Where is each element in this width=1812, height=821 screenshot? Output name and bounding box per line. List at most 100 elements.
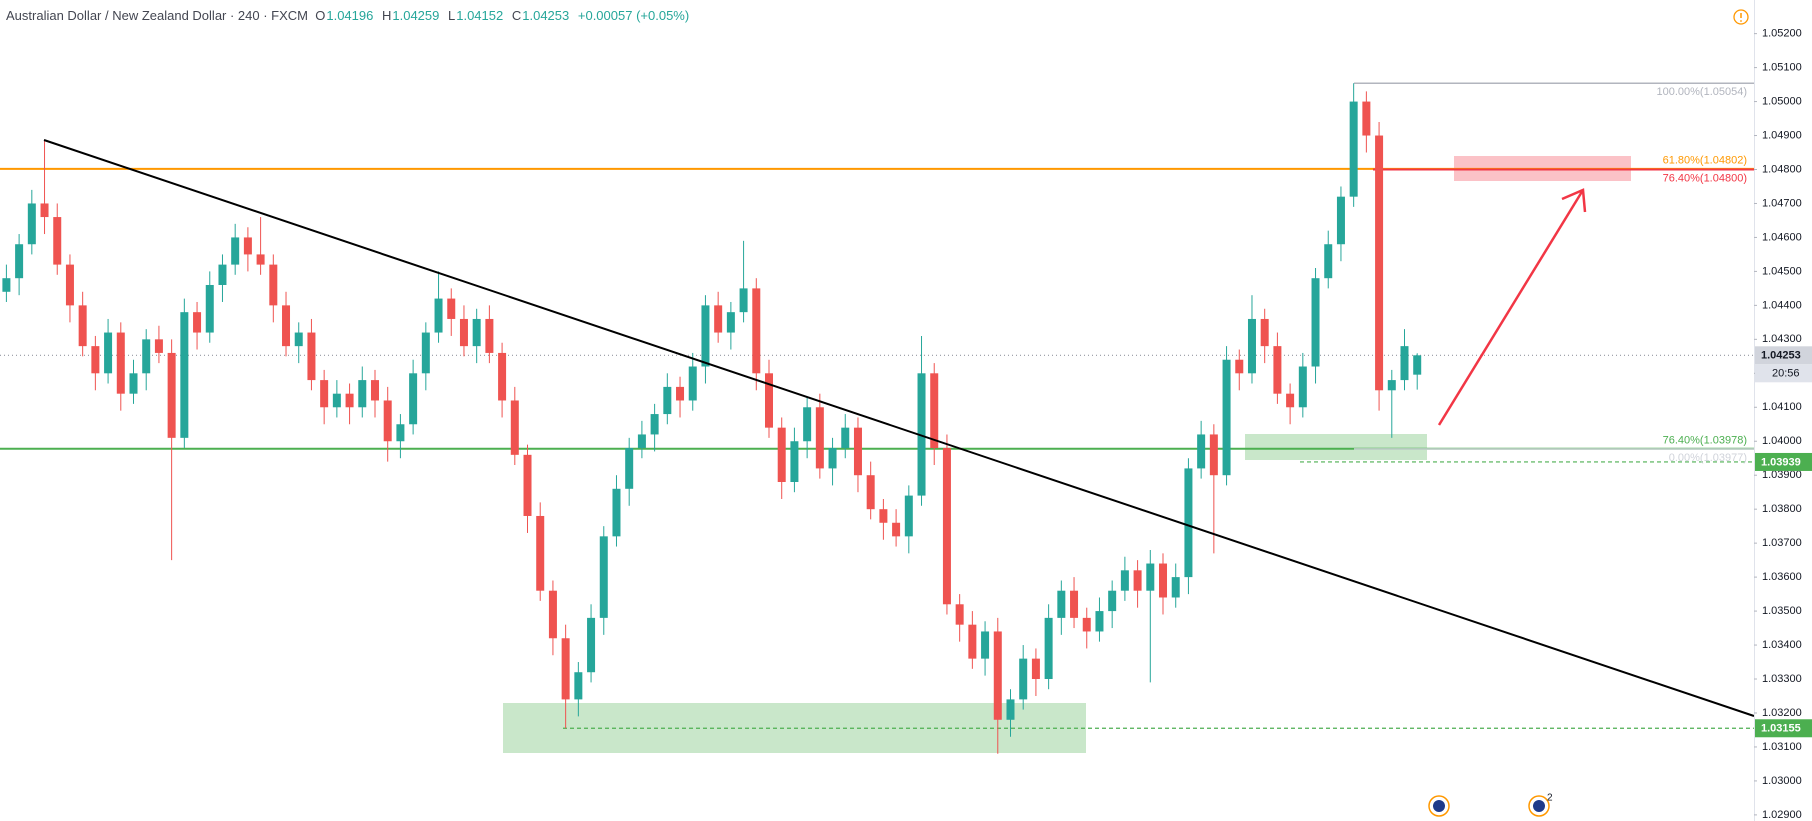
candle-body <box>993 631 1002 720</box>
candle-body <box>472 318 481 347</box>
candle-body <box>942 448 951 605</box>
candle-body <box>752 288 761 374</box>
candle-body <box>409 373 418 425</box>
candle-body <box>866 475 875 510</box>
candle-body <box>205 284 214 333</box>
candle-body <box>53 217 62 265</box>
candle-body <box>625 448 634 489</box>
candle-body <box>1349 101 1358 197</box>
y-tick-label: 1.05100 <box>1762 62 1802 74</box>
candle-body <box>15 244 24 279</box>
candle-body <box>1006 699 1015 720</box>
candle-body <box>1247 318 1256 374</box>
y-tick-label: 1.04900 <box>1762 129 1802 141</box>
candle-body <box>1235 359 1244 374</box>
candle-body <box>1044 617 1053 680</box>
price-badge <box>1755 719 1812 738</box>
y-tick-label: 1.04400 <box>1762 299 1802 311</box>
candle-body <box>447 298 456 319</box>
candle-body <box>91 346 100 374</box>
candle-body <box>78 305 87 347</box>
candle-body <box>1184 468 1193 578</box>
y-tick-label: 1.04000 <box>1762 435 1802 447</box>
candle-body <box>930 373 939 449</box>
candle-body <box>243 237 252 255</box>
ohlc-value: 1.04253 <box>522 8 570 23</box>
candle-body <box>815 407 824 469</box>
candle-body <box>193 312 202 333</box>
candle-body <box>981 631 990 659</box>
arrow-head <box>1561 188 1587 213</box>
price-badge <box>1755 346 1812 365</box>
candle-body <box>968 624 977 659</box>
candle-body <box>1019 658 1028 700</box>
candle-body <box>1311 278 1320 367</box>
candle-body <box>1171 577 1180 598</box>
candle-body <box>904 495 913 537</box>
candle-body <box>231 237 240 265</box>
candle-body <box>1324 244 1333 279</box>
candle-body <box>688 366 697 401</box>
candle-body <box>1082 617 1091 632</box>
candle-body <box>104 332 113 374</box>
arrow <box>1437 189 1585 426</box>
drawings-over <box>43 139 1755 717</box>
candle-body <box>129 373 138 394</box>
candle-body <box>1057 590 1066 618</box>
candle-body <box>1286 393 1295 408</box>
y-tick-label: 1.04800 <box>1762 163 1802 175</box>
event-icons[interactable]: 2 <box>1428 793 1553 817</box>
candle-body <box>701 305 710 367</box>
candle-body <box>714 305 723 333</box>
candle-body <box>676 386 685 401</box>
y-tick-label: 1.03000 <box>1762 775 1802 787</box>
y-tick-label: 1.04300 <box>1762 333 1802 345</box>
candle-body <box>561 638 570 700</box>
y-tick-label: 1.03500 <box>1762 605 1802 617</box>
ohlc-key: H <box>381 8 392 23</box>
candle-body <box>167 352 176 438</box>
candle-body <box>142 339 151 374</box>
price-axis: 1.02900 1.03000 1.03100 1.03200 1.03300 1.034… <box>1754 0 1812 821</box>
symbol: Australian Dollar / New Zealand Dollar ·… <box>6 8 308 23</box>
change: +0.00057 (+0.05%) <box>577 8 690 23</box>
candle-body <box>1362 101 1371 136</box>
event-flag <box>1533 800 1545 812</box>
candle-body <box>498 352 507 401</box>
y-tick-label: 1.04700 <box>1762 197 1802 209</box>
candle-body <box>358 380 367 408</box>
series: 100.00%(1.05054) 61.80%(1.04802) 76.40%(1.… <box>0 82 1754 754</box>
candle-body <box>1336 196 1345 245</box>
candle-body <box>320 380 329 408</box>
candle-body <box>1120 570 1129 591</box>
candle-body <box>548 590 557 639</box>
candle-body <box>536 515 545 591</box>
candle-body <box>828 448 837 469</box>
candle-body <box>917 373 926 496</box>
candle-body <box>765 373 773 428</box>
alert-dot <box>1740 20 1742 22</box>
level-label: 100.00%(1.05054) <box>1656 86 1747 98</box>
support-zone <box>1245 434 1427 460</box>
candle-body <box>892 522 901 537</box>
candle-body <box>1260 318 1269 347</box>
y-tick-label: 1.03200 <box>1762 707 1802 719</box>
candle-body <box>1159 563 1168 598</box>
candle-body <box>1070 590 1079 618</box>
candle-body <box>637 434 646 449</box>
candle-body <box>650 414 659 435</box>
ohlc-key: O <box>315 8 326 23</box>
y-tick-label: 1.03300 <box>1762 673 1802 685</box>
ohlc-key: C <box>511 8 522 23</box>
price-badge <box>1755 452 1812 471</box>
alert-icon[interactable] <box>1733 9 1749 25</box>
y-tick-label: 1.04100 <box>1762 401 1802 413</box>
candle-body <box>434 298 443 333</box>
candle-body <box>510 400 519 455</box>
candle-body <box>790 441 799 483</box>
y-tick-label: 1.05000 <box>1762 95 1802 107</box>
y-tick-label: 1.03700 <box>1762 537 1802 549</box>
ohlc-value: 1.04152 <box>456 8 504 23</box>
candle-body <box>1375 135 1384 391</box>
legend: Australian Dollar / New Zealand Dollar ·… <box>6 8 694 23</box>
